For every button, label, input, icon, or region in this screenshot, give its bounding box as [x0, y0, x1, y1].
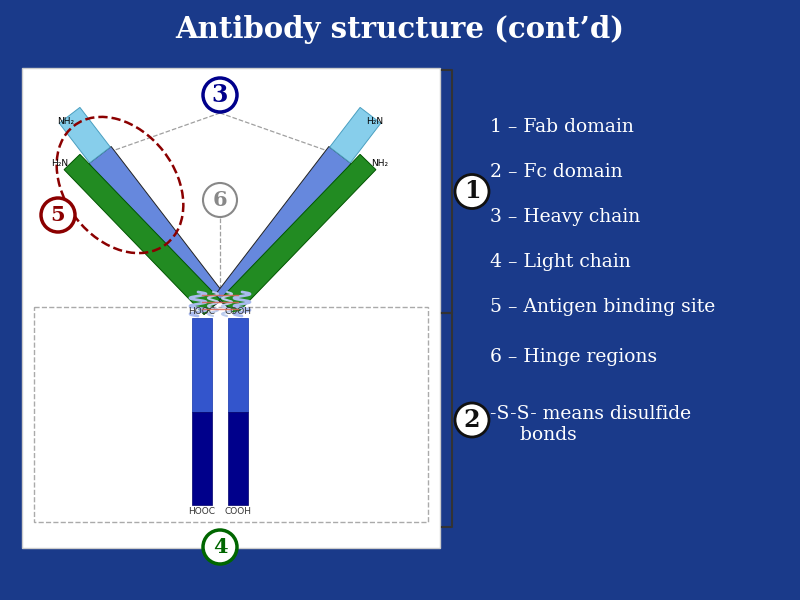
Bar — [228, 318, 248, 412]
Text: -S-S- means disulfide
     bonds: -S-S- means disulfide bonds — [490, 405, 691, 444]
Text: COOH: COOH — [225, 307, 251, 316]
Polygon shape — [214, 146, 351, 314]
Bar — [228, 412, 248, 505]
Text: 4 – Light chain: 4 – Light chain — [490, 253, 630, 271]
Text: 4: 4 — [213, 537, 227, 557]
Text: 6 – Hinge regions: 6 – Hinge regions — [490, 348, 657, 366]
Circle shape — [455, 403, 489, 437]
Text: 3 – Heavy chain: 3 – Heavy chain — [490, 208, 640, 226]
Text: 3: 3 — [212, 83, 228, 107]
Circle shape — [203, 530, 237, 564]
Polygon shape — [64, 154, 220, 314]
Text: H₂N: H₂N — [51, 160, 69, 169]
Polygon shape — [59, 107, 110, 163]
Text: 6: 6 — [213, 190, 227, 210]
Circle shape — [203, 78, 237, 112]
Circle shape — [41, 198, 75, 232]
Polygon shape — [330, 107, 381, 163]
Circle shape — [455, 175, 489, 208]
Text: 5: 5 — [50, 205, 66, 225]
Text: H₂N: H₂N — [366, 118, 383, 127]
Text: NH₂: NH₂ — [371, 160, 389, 169]
Bar — [192, 318, 212, 412]
Bar — [22, 68, 440, 548]
Text: NH₂: NH₂ — [57, 118, 74, 127]
Text: 1: 1 — [464, 179, 480, 203]
Polygon shape — [220, 154, 376, 314]
Text: COOH: COOH — [225, 507, 251, 516]
Text: HOOC: HOOC — [189, 507, 215, 516]
Text: HOOC: HOOC — [189, 307, 215, 316]
Bar — [34, 307, 428, 522]
Text: 1 – Fab domain: 1 – Fab domain — [490, 118, 634, 136]
Text: 5 – Antigen binding site: 5 – Antigen binding site — [490, 298, 715, 316]
Bar — [192, 412, 212, 505]
Text: 2: 2 — [464, 408, 480, 432]
Polygon shape — [89, 146, 226, 314]
Circle shape — [203, 183, 237, 217]
Text: 2 – Fc domain: 2 – Fc domain — [490, 163, 622, 181]
Text: Antibody structure (cont’d): Antibody structure (cont’d) — [175, 16, 625, 44]
